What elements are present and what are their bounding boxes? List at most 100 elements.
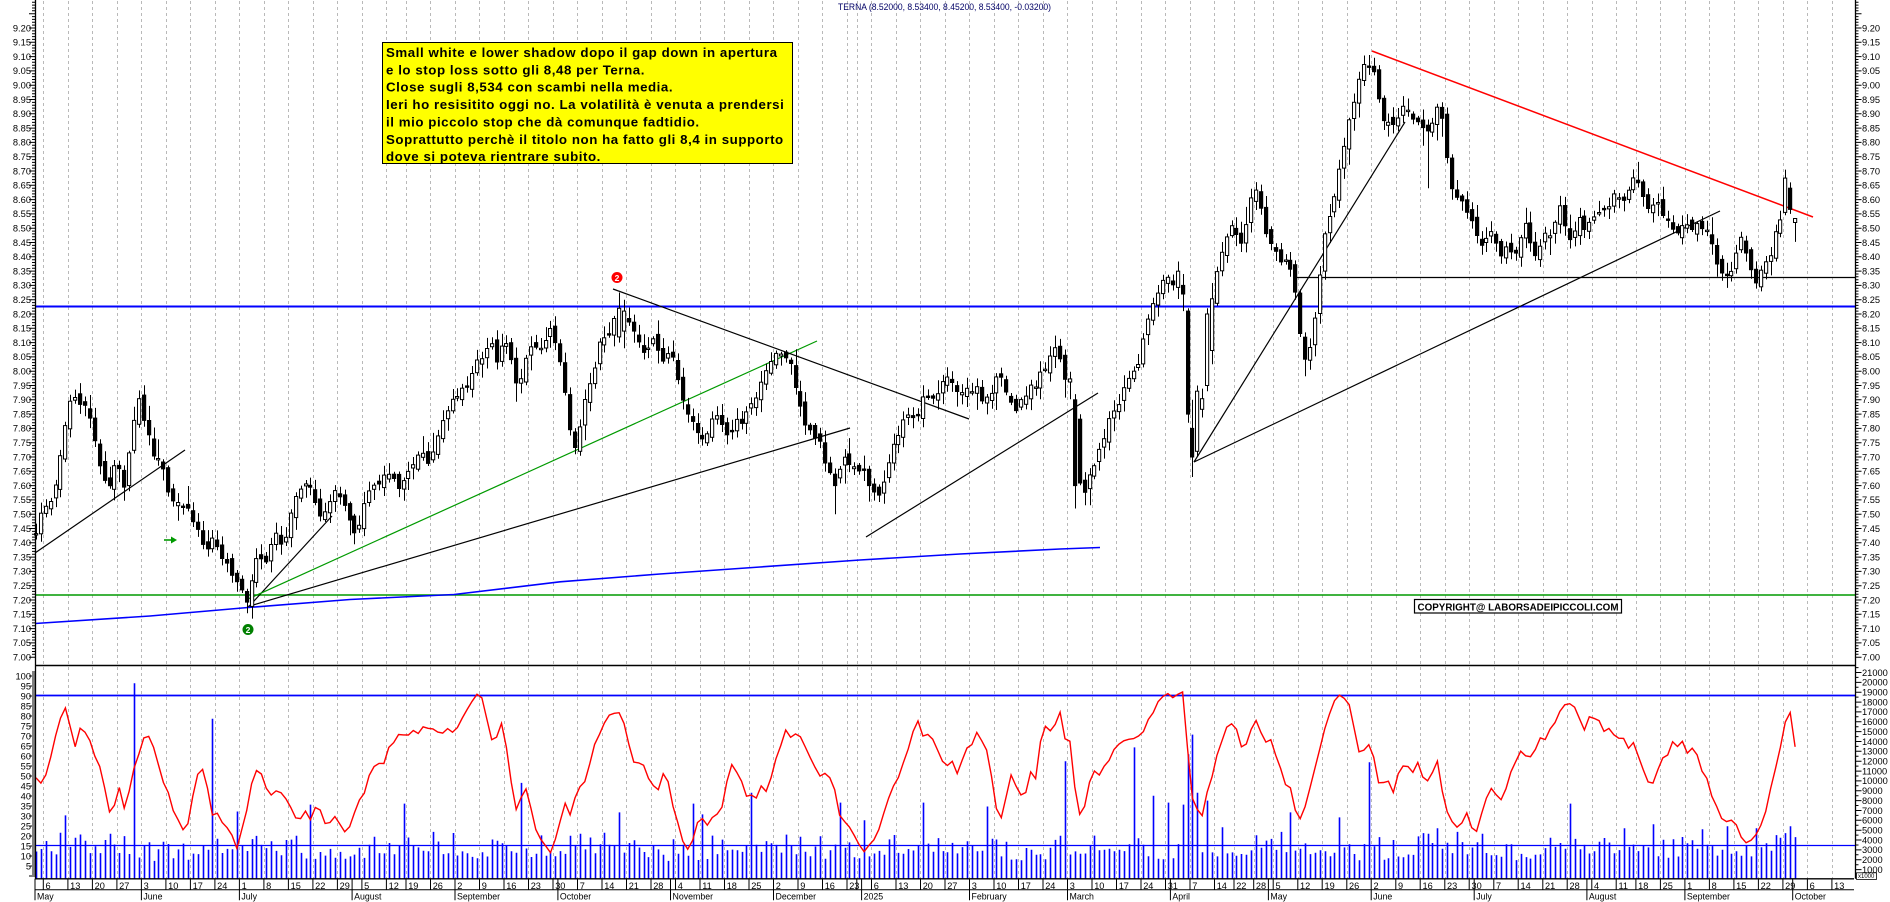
svg-text:8.35: 8.35 — [1862, 266, 1880, 276]
svg-text:8.35: 8.35 — [13, 266, 31, 276]
svg-text:June: June — [1373, 892, 1392, 902]
svg-text:8.05: 8.05 — [1862, 352, 1880, 362]
svg-text:7.85: 7.85 — [13, 409, 31, 419]
svg-text:9.20: 9.20 — [13, 23, 31, 33]
svg-text:7.50: 7.50 — [13, 510, 31, 520]
svg-text:7.00: 7.00 — [1862, 653, 1880, 663]
svg-text:7.20: 7.20 — [1862, 595, 1880, 605]
svg-text:August: August — [354, 892, 382, 902]
svg-text:8.00: 8.00 — [1862, 367, 1880, 377]
svg-text:October: October — [1795, 892, 1826, 902]
svg-text:13: 13 — [70, 881, 80, 891]
svg-text:TERNA (8.52000, 8.53400, 8.452: TERNA (8.52000, 8.53400, 8.45200, 8.5340… — [838, 2, 1051, 12]
svg-text:28: 28 — [1570, 881, 1580, 891]
svg-text:9.05: 9.05 — [1862, 66, 1880, 76]
svg-text:6: 6 — [1810, 881, 1815, 891]
svg-text:7.55: 7.55 — [1862, 495, 1880, 505]
svg-text:100: 100 — [15, 671, 31, 681]
svg-text:90: 90 — [21, 691, 31, 701]
svg-text:8.50: 8.50 — [13, 224, 31, 234]
svg-text:7.10: 7.10 — [1862, 624, 1880, 634]
svg-text:17000: 17000 — [1862, 707, 1888, 717]
svg-text:Soprattutto perchè il titolo n: Soprattutto perchè il titolo non ha fatt… — [386, 132, 784, 147]
svg-text:16: 16 — [1423, 881, 1433, 891]
svg-text:10: 10 — [168, 881, 178, 891]
svg-text:24: 24 — [1045, 881, 1055, 891]
svg-text:35: 35 — [21, 801, 31, 811]
svg-text:5: 5 — [1276, 881, 1281, 891]
svg-text:il mio piccolo stop che dà com: il mio piccolo stop che dà comunque fadt… — [386, 114, 700, 129]
svg-text:60: 60 — [21, 751, 31, 761]
svg-text:10: 10 — [21, 851, 31, 861]
svg-text:10000: 10000 — [1862, 776, 1888, 786]
svg-text:7.75: 7.75 — [1862, 438, 1880, 448]
svg-text:9: 9 — [1398, 881, 1403, 891]
svg-text:14: 14 — [1521, 881, 1531, 891]
svg-text:8.40: 8.40 — [13, 252, 31, 262]
svg-text:8.40: 8.40 — [1862, 252, 1880, 262]
svg-text:12: 12 — [389, 881, 399, 891]
svg-text:18: 18 — [1638, 881, 1648, 891]
svg-text:7.55: 7.55 — [13, 495, 31, 505]
svg-text:2: 2 — [1374, 881, 1379, 891]
svg-text:July: July — [241, 892, 257, 902]
svg-text:8: 8 — [266, 881, 271, 891]
svg-text:7.05: 7.05 — [1862, 638, 1880, 648]
svg-text:17: 17 — [1021, 881, 1031, 891]
svg-text:25: 25 — [1663, 881, 1673, 891]
svg-text:7: 7 — [1192, 881, 1197, 891]
svg-text:17: 17 — [1119, 881, 1129, 891]
svg-text:12000: 12000 — [1862, 757, 1888, 767]
svg-text:21: 21 — [1545, 881, 1555, 891]
svg-text:7.70: 7.70 — [1862, 452, 1880, 462]
svg-text:7.35: 7.35 — [1862, 552, 1880, 562]
svg-text:8.70: 8.70 — [1862, 166, 1880, 176]
svg-text:2: 2 — [615, 273, 620, 283]
svg-text:15000: 15000 — [1862, 727, 1888, 737]
svg-text:March: March — [1070, 892, 1095, 902]
svg-text:Ieri ho resisitito oggi no. La: Ieri ho resisitito oggi no. La volatilit… — [386, 97, 784, 112]
svg-text:8.80: 8.80 — [13, 138, 31, 148]
svg-text:8.15: 8.15 — [13, 324, 31, 334]
svg-text:8.30: 8.30 — [1862, 281, 1880, 291]
svg-text:October: October — [560, 892, 591, 902]
svg-text:8.75: 8.75 — [13, 152, 31, 162]
svg-text:9.20: 9.20 — [1862, 23, 1880, 33]
svg-text:7.70: 7.70 — [13, 452, 31, 462]
svg-text:3: 3 — [972, 881, 977, 891]
svg-text:29: 29 — [1785, 881, 1795, 891]
svg-text:7.60: 7.60 — [13, 481, 31, 491]
svg-text:7.80: 7.80 — [13, 424, 31, 434]
svg-text:18: 18 — [727, 881, 737, 891]
svg-text:7.50: 7.50 — [1862, 510, 1880, 520]
svg-text:9: 9 — [482, 881, 487, 891]
svg-text:14: 14 — [604, 881, 614, 891]
svg-text:8.15: 8.15 — [1862, 324, 1880, 334]
svg-text:17: 17 — [193, 881, 203, 891]
svg-text:20: 20 — [923, 881, 933, 891]
svg-text:Small white e lower shadow dop: Small white e lower shadow dopo il gap d… — [386, 45, 778, 60]
svg-text:19: 19 — [1325, 881, 1335, 891]
svg-text:9.00: 9.00 — [13, 81, 31, 91]
svg-text:27: 27 — [119, 881, 129, 891]
svg-text:22: 22 — [1761, 881, 1771, 891]
svg-text:8.55: 8.55 — [13, 209, 31, 219]
svg-text:40: 40 — [21, 791, 31, 801]
svg-text:80: 80 — [21, 711, 31, 721]
svg-text:16000: 16000 — [1862, 717, 1888, 727]
svg-text:7.30: 7.30 — [13, 567, 31, 577]
svg-text:8.10: 8.10 — [1862, 338, 1880, 348]
svg-text:13: 13 — [898, 881, 908, 891]
svg-text:8: 8 — [1712, 881, 1717, 891]
svg-text:7.45: 7.45 — [1862, 524, 1880, 534]
svg-text:8.85: 8.85 — [1862, 123, 1880, 133]
svg-text:8.25: 8.25 — [1862, 295, 1880, 305]
svg-text:28: 28 — [653, 881, 663, 891]
svg-text:6000: 6000 — [1862, 816, 1883, 826]
svg-text:July: July — [1476, 892, 1492, 902]
svg-text:20000: 20000 — [1862, 678, 1888, 688]
svg-text:8.70: 8.70 — [13, 166, 31, 176]
svg-text:2: 2 — [457, 881, 462, 891]
svg-text:9.10: 9.10 — [13, 52, 31, 62]
svg-text:7: 7 — [1496, 881, 1501, 891]
